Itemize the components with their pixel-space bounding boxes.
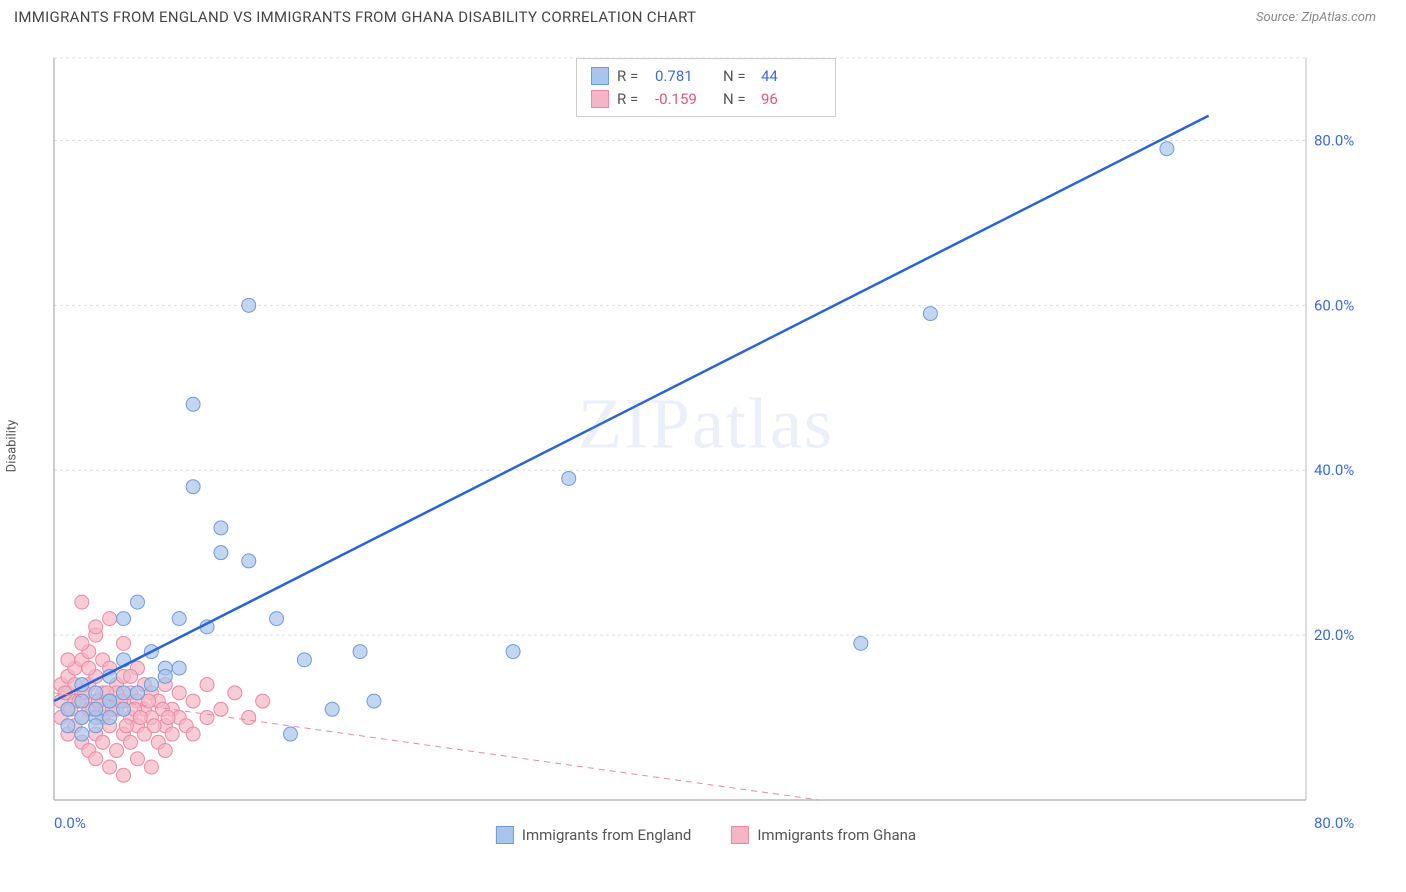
data-point — [186, 480, 200, 494]
data-point — [242, 554, 256, 568]
data-point — [200, 678, 214, 692]
data-point — [144, 760, 158, 774]
data-point — [130, 595, 144, 609]
data-point — [119, 719, 133, 733]
data-point — [297, 653, 311, 667]
data-point — [117, 636, 131, 650]
data-point — [89, 702, 103, 716]
data-point — [186, 727, 200, 741]
data-point — [1160, 142, 1174, 156]
data-point — [103, 760, 117, 774]
data-point — [144, 678, 158, 692]
data-point — [161, 711, 175, 725]
data-point — [214, 521, 228, 535]
chart-header: IMMIGRANTS FROM ENGLAND VS IMMIGRANTS FR… — [0, 0, 1406, 34]
data-point — [117, 686, 131, 700]
data-point — [133, 711, 147, 725]
data-point — [214, 702, 228, 716]
data-point — [130, 686, 144, 700]
legend-correlation-row: R = -0.159 N = 96 — [591, 88, 821, 111]
data-point — [506, 645, 520, 659]
legend-series: Immigrants from England Immigrants from … — [496, 826, 916, 844]
data-point — [89, 719, 103, 733]
y-tick-label: 60.0% — [1314, 296, 1354, 314]
data-point — [283, 727, 297, 741]
data-point — [103, 711, 117, 725]
chart-area: ZIPatlas 20.0%40.0%60.0%80.0%0.0%80.0% R… — [46, 40, 1366, 840]
data-point — [256, 694, 270, 708]
legend-series-item: Immigrants from Ghana — [731, 826, 916, 844]
legend-r-value: -0.159 — [655, 88, 715, 111]
chart-title: IMMIGRANTS FROM ENGLAND VS IMMIGRANTS FR… — [14, 8, 696, 26]
data-point — [124, 735, 138, 749]
legend-r-label: R = — [617, 65, 647, 88]
data-point — [117, 768, 131, 782]
data-point — [117, 612, 131, 626]
data-point — [214, 546, 228, 560]
legend-correlation-row: R = 0.781 N = 44 — [591, 65, 821, 88]
data-point — [242, 711, 256, 725]
data-point — [96, 735, 110, 749]
legend-swatch — [591, 67, 609, 85]
y-tick-label: 80.0% — [1314, 131, 1354, 149]
data-point — [562, 471, 576, 485]
legend-correlation-box: R = 0.781 N = 44 R = -0.159 N = 96 — [576, 58, 836, 117]
data-point — [854, 636, 868, 650]
data-point — [158, 744, 172, 758]
legend-swatch — [731, 826, 749, 844]
data-point — [61, 702, 75, 716]
data-point — [89, 752, 103, 766]
legend-swatch — [496, 826, 514, 844]
data-point — [147, 719, 161, 733]
y-tick-label: 40.0% — [1314, 461, 1354, 479]
data-point — [75, 636, 89, 650]
scatter-plot-svg: 20.0% 40.0% 60.0% 80.0% 0.0% 80.0% — [46, 40, 1366, 840]
x-max-label: 80.0% — [1314, 814, 1354, 832]
y-axis-label: Disability — [5, 420, 20, 473]
data-point — [172, 686, 186, 700]
data-point — [172, 661, 186, 675]
data-point — [75, 727, 89, 741]
data-point — [270, 612, 284, 626]
data-point — [75, 595, 89, 609]
data-point — [186, 397, 200, 411]
data-point — [165, 727, 179, 741]
legend-n-label: N = — [723, 65, 753, 88]
data-point — [923, 307, 937, 321]
data-point — [367, 694, 381, 708]
data-point — [200, 711, 214, 725]
legend-n-value: 44 — [761, 65, 821, 88]
data-point — [242, 298, 256, 312]
y-tick-label: 20.0% — [1314, 626, 1354, 644]
legend-series-label: Immigrants from Ghana — [757, 826, 916, 844]
data-point — [228, 686, 242, 700]
data-point — [110, 744, 124, 758]
data-point — [82, 661, 96, 675]
legend-r-value: 0.781 — [655, 65, 715, 88]
legend-n-value: 96 — [761, 88, 821, 111]
legend-n-label: N = — [723, 88, 753, 111]
data-point — [158, 669, 172, 683]
data-point — [130, 752, 144, 766]
data-point — [172, 612, 186, 626]
legend-series-item: Immigrants from England — [496, 826, 691, 844]
legend-series-label: Immigrants from England — [522, 826, 691, 844]
data-point — [353, 645, 367, 659]
data-point — [89, 620, 103, 634]
x-min-label: 0.0% — [54, 814, 86, 832]
data-point — [117, 702, 131, 716]
chart-source: Source: ZipAtlas.com — [1256, 10, 1376, 25]
data-point — [325, 702, 339, 716]
legend-r-label: R = — [617, 88, 647, 111]
legend-swatch — [591, 90, 609, 108]
regression-line — [54, 116, 1209, 701]
data-point — [103, 612, 117, 626]
data-point — [75, 711, 89, 725]
data-point — [124, 669, 138, 683]
data-point — [61, 653, 75, 667]
data-point — [186, 694, 200, 708]
data-point — [61, 719, 75, 733]
